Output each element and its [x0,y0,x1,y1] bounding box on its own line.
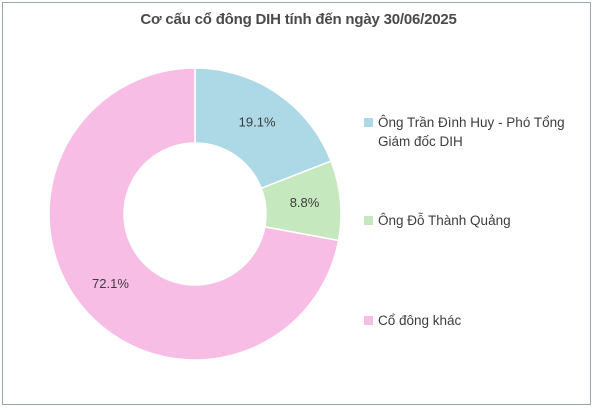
legend-swatch [364,216,373,225]
legend-item-tran-dinh-huy: Ông Trần Đình Huy - Phó Tổng Giám đốc DI… [364,113,589,151]
legend-swatch [364,118,373,127]
slice-value-label: 8.8% [290,195,320,210]
legend-label: Ông Đỗ Thành Quảng [378,213,511,228]
legend-swatch [364,316,373,325]
legend-item-do-thanh-quang: Ông Đỗ Thành Quảng [364,211,589,230]
slice-value-label: 19.1% [239,115,276,130]
slice-value-label: 72.1% [92,276,129,291]
slice-tran-dinh-huy [194,67,333,190]
slice-co-dong-khac [48,67,340,361]
legend-label: Cổ đông khác [378,313,462,328]
chart-title: Cơ cấu cổ đông DIH tính đến ngày 30/06/2… [140,11,457,28]
legend-item-co-dong-khac: Cổ đông khác [364,311,589,330]
legend-label: Ông Trần Đình Huy - Phó Tổng Giám đốc DI… [378,115,565,149]
